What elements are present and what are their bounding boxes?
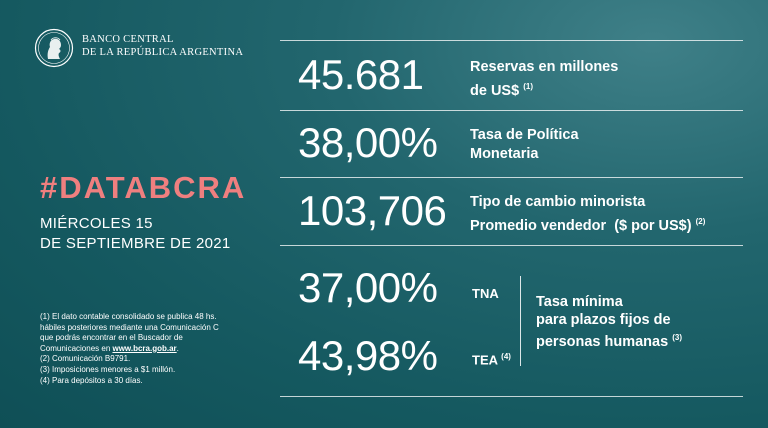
footnote-1b: hábiles posteriores mediante una Comunic…	[40, 322, 219, 332]
tasa-politica-value: 38,00%	[298, 119, 438, 166]
bank-name: BANCO CENTRAL DE LA REPÚBLICA ARGENTINA	[82, 33, 243, 59]
reservas-note: (1)	[523, 82, 533, 91]
plazos-fijos-line3: personas humanas (3)	[536, 333, 682, 350]
divider-3	[280, 245, 743, 246]
footnote-1d-pre: Comunicaciones en	[40, 343, 113, 353]
footnote-1d-post: .	[176, 343, 179, 353]
plazos-fijos-line1: Tasa mínima	[536, 294, 623, 310]
tna-label: TNA	[472, 286, 499, 301]
date-line1: MIÉRCOLES 15	[40, 215, 153, 232]
tipo-cambio-label-line2: Promedio vendedor ($ por US$) (2)	[470, 217, 706, 234]
footnote-1c: que podrás encontrar en el Buscador de	[40, 333, 183, 343]
tasa-politica-label: Tasa de Política Monetaria	[470, 126, 579, 164]
plazos-fijos-line2: para plazos fijos de	[536, 312, 671, 328]
footnote-3: (3) Imposiciones menores a $1 millón.	[40, 364, 176, 374]
tea-value: 43,98%	[298, 332, 438, 379]
divider-1	[280, 110, 743, 111]
tipo-cambio-note: (2)	[695, 217, 706, 226]
tna-value: 37,00%	[298, 264, 438, 311]
bracket-divider	[520, 276, 521, 366]
divider-top	[280, 40, 743, 41]
reservas-label-line1: Reservas en millones	[470, 59, 619, 75]
footnote-2: (2) Comunicación B9791.	[40, 354, 131, 364]
tipo-cambio-label: Tipo de cambio minorista Promedio vended…	[470, 193, 705, 236]
footnotes: (1) El dato contable consolidado se publ…	[40, 312, 270, 386]
divider-bottom	[280, 396, 743, 397]
tea-note: (4)	[501, 352, 511, 361]
tasa-politica-label-line1: Tasa de Política	[470, 127, 579, 143]
divider-2	[280, 177, 743, 178]
footnote-4: (4) Para depósitos a 30 días.	[40, 375, 143, 385]
footnote-1a: (1) El dato contable consolidado se publ…	[40, 312, 217, 321]
bcra-logo-icon	[34, 28, 74, 68]
tipo-cambio-label-line1: Tipo de cambio minorista	[470, 194, 646, 210]
tasa-politica-label-line2: Monetaria	[470, 146, 539, 162]
plazos-fijos-note: (3)	[672, 333, 682, 342]
plazos-fijos-label: Tasa mínima para plazos fijos de persona…	[536, 293, 682, 351]
tea-label: TEA (4)	[472, 352, 511, 368]
bank-name-line2: DE LA REPÚBLICA ARGENTINA	[82, 47, 244, 58]
date-line2: DE SEPTIEMBRE DE 2021	[40, 235, 231, 252]
bank-name-line1: BANCO CENTRAL	[82, 34, 174, 45]
bcra-website-link[interactable]: www.bcra.gob.ar	[112, 343, 177, 353]
reservas-label-line2: de US$ (1)	[470, 82, 533, 99]
report-date: MIÉRCOLES 15 DE SEPTIEMBRE DE 2021	[40, 214, 231, 254]
reservas-value: 45.681	[298, 51, 424, 98]
reservas-label: Reservas en millones de US$ (1)	[470, 58, 618, 101]
footnote-1d: Comunicaciones en www.bcra.gob.ar.	[40, 344, 270, 355]
hashtag-title: #DATABCRA	[40, 170, 247, 205]
tipo-cambio-value: 103,706	[298, 187, 447, 234]
